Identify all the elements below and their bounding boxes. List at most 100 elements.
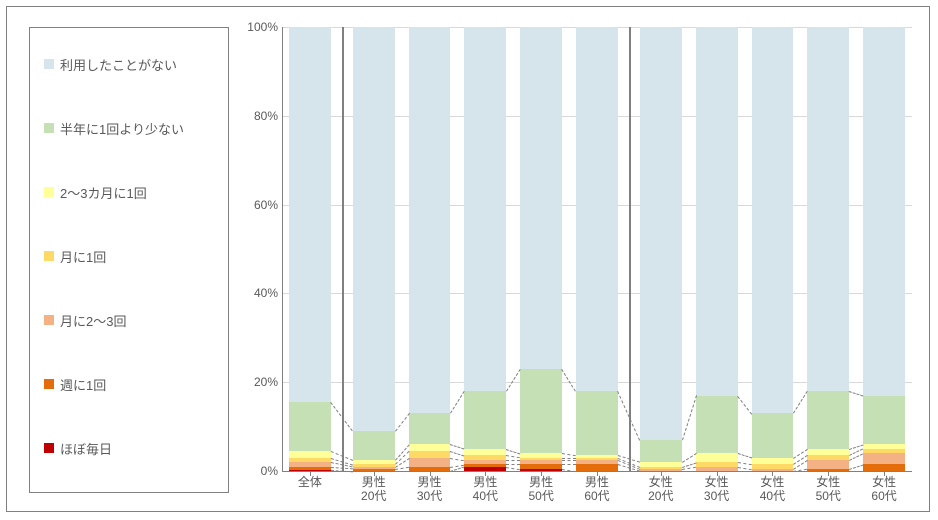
bar-segment [464,449,506,456]
connector-line [395,471,409,472]
bar-segment [520,458,562,460]
group-separator [629,27,631,471]
bar-segment [863,453,905,464]
bar-segment [409,413,451,444]
bar-segment [464,464,506,466]
connector-line [737,453,751,458]
bar-segment [640,27,682,440]
legend-item: 週に1回 [44,374,106,394]
connector-line [561,369,576,392]
bar [464,27,506,471]
connector-line [737,396,752,414]
group-separator [342,27,344,471]
bar-segment [752,458,794,465]
connector-line [506,455,520,458]
legend-item: 2～3カ月に1回 [44,182,147,202]
bar-segment [807,391,849,449]
bar-segment [696,453,738,462]
bar-segment [640,462,682,466]
bar-segment [353,27,395,431]
legend-swatch [44,379,54,389]
bar-segment [696,462,738,466]
bar-segment [640,440,682,462]
connector-line [682,396,697,441]
bar-segment [576,27,618,391]
bar-segment [409,451,451,458]
y-tick-label: 20% [238,375,278,389]
bar-segment [863,396,905,445]
bar [520,27,562,471]
bar-segment [576,391,618,455]
bar-segment [289,27,331,402]
bar-segment [576,460,618,464]
y-tick-label: 60% [238,198,278,212]
bar-segment [807,460,849,469]
legend-item: 半年に1回より少ない [44,118,184,138]
bar-segment [807,27,849,391]
y-tick-label: 0% [238,464,278,478]
bar-segment [289,458,331,462]
bar-segment [464,455,506,459]
y-axis-line [282,27,283,471]
connector-line [618,471,640,472]
bar [752,27,794,471]
legend-swatch [44,123,54,133]
connector-line [738,471,752,472]
y-tick-label: 100% [238,20,278,34]
bar-segment [807,449,849,456]
bar-segment [353,464,395,466]
legend-swatch [44,443,54,453]
connector-line [450,444,464,449]
x-tick-label: 男性 40代 [461,475,509,503]
bar [409,27,451,471]
bar-segment [640,467,682,469]
x-tick-label: 男性 20代 [350,475,398,503]
legend-item: ほぼ毎日 [44,438,112,458]
connector-line [506,464,520,465]
bar-segment [353,467,395,469]
legend-label: 2～3カ月に1回 [60,183,147,202]
legend-box: 利用したことがない半年に1回より少ない2～3カ月に1回月に1回月に2～3回週に1… [29,27,229,493]
bar-segment [807,455,849,459]
connector-line [562,460,576,461]
chart-frame: 利用したことがない半年に1回より少ない2～3カ月に1回月に1回月に2～3回週に1… [6,6,930,512]
bar-segment [464,391,506,449]
bar-segment [752,27,794,413]
bar-segment [576,464,618,471]
bar [640,27,682,471]
x-tick-label: 女性 60代 [860,475,908,503]
bar-segment [289,467,331,469]
bar-segment [863,449,905,453]
bar-segment [576,455,618,457]
connector-line [395,413,410,431]
connector-line [450,458,464,461]
bar-segment [863,444,905,448]
connector-line [793,391,808,414]
legend-label: 週に1回 [60,375,106,394]
connector-line [506,467,520,470]
legend-item: 月に1回 [44,246,106,266]
bar-segment [409,444,451,451]
bar-segment [520,460,562,464]
bar-segment [464,460,506,464]
bar-segment [464,27,506,391]
bar-segment [289,451,331,458]
bar-segment [289,462,331,467]
connector-line [562,464,576,465]
connector-line [450,451,464,456]
plot-area [282,27,912,471]
bar [696,27,738,471]
bar-segment [520,464,562,468]
bar-segment [520,27,562,369]
bar-segment [576,458,618,460]
connector-line [849,464,863,469]
bar [807,27,849,471]
bar-segment [752,413,794,457]
connector-line [562,453,576,456]
x-tick-label: 男性 60代 [573,475,621,503]
connector-line [682,453,696,463]
x-tick-label: 男性 50代 [517,475,565,503]
connector-line [682,471,696,472]
y-axis-labels: 0%20%40%60%80%100% [247,19,282,477]
bar-segment [696,27,738,396]
